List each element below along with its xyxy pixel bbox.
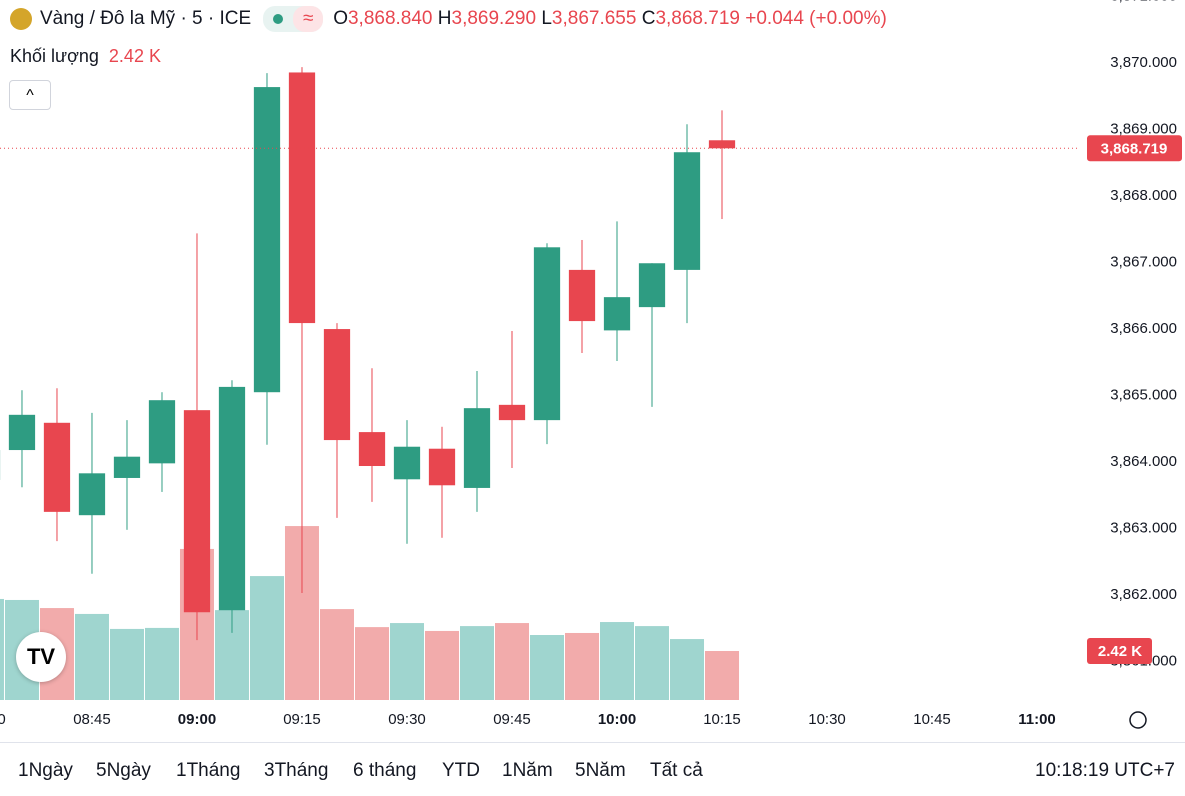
x-tick-label: 08:45 xyxy=(73,711,111,728)
candle-body xyxy=(569,270,595,321)
close-value: 3,868.719 xyxy=(655,8,740,30)
clock: 10:18:19 UTC+7 xyxy=(1035,760,1175,782)
x-tick-label: 10:00 xyxy=(598,711,636,728)
volume-legend: Khối lượng 2.42 K xyxy=(10,46,161,67)
candle-body xyxy=(114,457,140,478)
change: +0.044 (+0.00%) xyxy=(745,8,887,30)
y-tick-label: 3,864.000 xyxy=(1110,453,1177,470)
volume-bar xyxy=(75,614,109,700)
candle-body xyxy=(149,400,175,463)
candle-body xyxy=(709,140,735,148)
x-tick-label: 10:15 xyxy=(703,711,741,728)
high-value: 3,869.290 xyxy=(452,8,537,30)
volume-bar xyxy=(460,626,494,700)
candle-body xyxy=(394,447,420,480)
volume-bar xyxy=(145,628,179,700)
y-tick-label: 3,866.000 xyxy=(1110,320,1177,337)
y-tick-label: 3,867.000 xyxy=(1110,254,1177,271)
candle-body xyxy=(219,387,245,610)
y-tick-label: 3,862.000 xyxy=(1110,586,1177,603)
range-button[interactable]: 1Ngày xyxy=(18,760,73,782)
volume-bar xyxy=(355,627,389,700)
candle-body xyxy=(464,408,490,488)
last-price-label: 3,868.719 xyxy=(1101,140,1168,157)
candle-body xyxy=(289,72,315,323)
symbol-icon xyxy=(10,8,32,30)
range-button[interactable]: 1Năm xyxy=(502,760,553,782)
collapse-button[interactable]: ^ xyxy=(9,80,51,110)
volume-value: 2.42 K xyxy=(109,46,161,66)
x-tick-label: 09:30 xyxy=(388,711,426,728)
x-tick-label: 09:45 xyxy=(493,711,531,728)
y-tick-label: 3,863.000 xyxy=(1110,519,1177,536)
low-value: 3,867.655 xyxy=(552,8,637,30)
x-tick-label: 11:00 xyxy=(1018,711,1056,728)
candle-body xyxy=(534,247,560,420)
x-tick-label: 08:30 xyxy=(0,711,6,728)
l-label: L xyxy=(541,8,552,30)
candle-body xyxy=(359,432,385,466)
axes: 08:30 08:45 09:00 09:15 09:30 09:45 10:00 10:15… xyxy=(0,0,1182,728)
y-tick-label: 3,868.000 xyxy=(1110,187,1177,204)
c-label: C xyxy=(642,8,656,30)
toolbar: 10:18:19 UTC+7 1Ngày 5Ngày 1Tháng 3Tháng 6 t… xyxy=(0,742,1185,796)
candle-body xyxy=(44,423,70,512)
volume-bar xyxy=(250,576,284,700)
settings-icon xyxy=(1130,712,1146,728)
status-pill[interactable]: ≈ xyxy=(263,6,323,32)
volume-bar xyxy=(705,651,739,700)
volume-bar xyxy=(635,626,669,700)
logo[interactable]: TV xyxy=(16,632,66,682)
volume-bar xyxy=(530,635,564,700)
open-value: 3,868.840 xyxy=(348,8,433,30)
y-tick-label: 3,869.000 xyxy=(1110,121,1177,138)
volume-bar xyxy=(565,633,599,700)
y-tick-label: 3,871.000 xyxy=(1110,0,1177,5)
volume-bar xyxy=(600,622,634,700)
candle-body xyxy=(9,415,35,450)
symbol[interactable]: Vàng / Đô la Mỹ · 5 · ICE xyxy=(40,8,251,30)
candle-body xyxy=(184,410,210,612)
volume-bar xyxy=(425,631,459,700)
volume-bar xyxy=(390,623,424,700)
y-tick-label: 3,865.000 xyxy=(1110,387,1177,404)
volume-bar xyxy=(0,599,4,700)
volume-label: Khối lượng xyxy=(10,46,99,66)
candle-body xyxy=(639,263,665,307)
x-tick-label: 09:00 xyxy=(178,711,216,728)
candle-body xyxy=(604,297,630,330)
h-label: H xyxy=(438,8,452,30)
candle-body xyxy=(674,152,700,270)
range-button[interactable]: YTD xyxy=(442,760,480,782)
volume-bar xyxy=(110,629,144,700)
range-button[interactable]: 5Ngày xyxy=(96,760,151,782)
range-button[interactable]: 1Tháng xyxy=(176,760,240,782)
volume-last-label: 2.42 K xyxy=(1098,643,1142,660)
chart: 08:30 08:45 09:00 09:15 09:30 09:45 10:00 10:15… xyxy=(0,0,1185,742)
range-button[interactable]: 6 tháng xyxy=(353,760,416,782)
volume-bar xyxy=(320,609,354,700)
o-label: O xyxy=(333,8,348,30)
y-tick-label: 3,870.000 xyxy=(1110,54,1177,71)
x-tick-label: 10:45 xyxy=(913,711,951,728)
volume-bar xyxy=(495,623,529,700)
candle-body xyxy=(324,329,350,440)
candle-body xyxy=(429,449,455,486)
plot xyxy=(0,67,1080,700)
candle-body xyxy=(499,405,525,420)
x-tick-label: 10:30 xyxy=(808,711,846,728)
range-button[interactable]: 3Tháng xyxy=(264,760,328,782)
range-button[interactable]: 5Năm xyxy=(575,760,626,782)
x-tick-label: 09:15 xyxy=(283,711,321,728)
volume-bar xyxy=(670,639,704,700)
candle-body xyxy=(254,87,280,392)
candle-body xyxy=(79,473,105,515)
range-button[interactable]: Tất cả xyxy=(650,760,703,782)
